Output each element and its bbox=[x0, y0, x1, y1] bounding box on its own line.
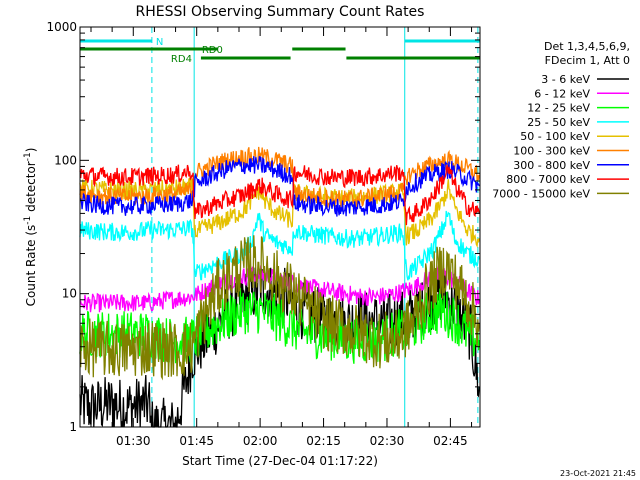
x-tick-label: 01:30 bbox=[116, 434, 151, 448]
legend-label: 12 - 25 keV bbox=[527, 102, 590, 115]
series-line bbox=[79, 156, 480, 217]
chart-title: RHESSI Observing Summary Count Rates bbox=[136, 4, 425, 20]
legend-header-line: Det 1,3,4,5,6,9, bbox=[544, 40, 630, 53]
legend-header-line: FDecim 1, Att 0 bbox=[545, 54, 630, 67]
y-tick-label: 1 bbox=[69, 420, 77, 434]
y-tick-label: 1000 bbox=[46, 20, 77, 34]
series-line bbox=[79, 164, 480, 226]
y-axis-label-part: detector bbox=[24, 161, 38, 216]
series-line bbox=[79, 210, 480, 281]
legend-label: 300 - 800 keV bbox=[513, 159, 590, 172]
legend-label: 3 - 6 keV bbox=[541, 73, 590, 86]
x-tick-label: 01:45 bbox=[179, 434, 214, 448]
legend-label: 7000 - 15000 keV bbox=[492, 187, 590, 200]
y-tick-label: 10 bbox=[62, 287, 77, 301]
footer-timestamp: 23-Oct-2021 21:45 bbox=[560, 469, 636, 478]
series-layer bbox=[79, 146, 480, 428]
legend-label: 6 - 12 keV bbox=[534, 87, 590, 100]
axis-ticks: 1 10 100 1000 01:30 01:45 02:00 02:15 02:30 02:45 bbox=[46, 20, 480, 448]
series-line bbox=[79, 146, 480, 208]
x-tick-label: 02:45 bbox=[433, 434, 468, 448]
legend-label: 50 - 100 keV bbox=[520, 130, 590, 143]
y-axis-label-superscript: -1 bbox=[23, 216, 33, 225]
legend-label: 100 - 300 keV bbox=[513, 145, 590, 158]
y-tick-label: 100 bbox=[54, 153, 77, 167]
y-axis-label-superscript: -1 bbox=[23, 152, 33, 161]
y-axis-label: Count Rate (s-1 detector-1) bbox=[23, 148, 38, 307]
night-interval-label: N bbox=[156, 37, 163, 48]
legend-label: 25 - 50 keV bbox=[527, 116, 590, 129]
x-tick-label: 02:15 bbox=[306, 434, 341, 448]
x-axis-label: Start Time (27-Dec-04 01:17:22) bbox=[182, 454, 378, 468]
y-axis-label-part: Count Rate (s bbox=[24, 225, 38, 307]
series-line bbox=[79, 235, 480, 381]
x-tick-label: 02:30 bbox=[370, 434, 405, 448]
legend: Det 1,3,4,5,6,9, FDecim 1, Att 0 3 - 6 k… bbox=[492, 40, 630, 200]
plot-frame bbox=[79, 26, 481, 428]
y-axis-label-part: ) bbox=[24, 148, 38, 153]
rd0-interval-label: RD0 bbox=[202, 45, 223, 56]
x-tick-label: 02:00 bbox=[243, 434, 278, 448]
attenuator-bars: N RD0 RD4 bbox=[80, 37, 480, 65]
rd4-interval-label: RD4 bbox=[171, 54, 192, 65]
legend-label: 800 - 7000 keV bbox=[506, 173, 590, 186]
